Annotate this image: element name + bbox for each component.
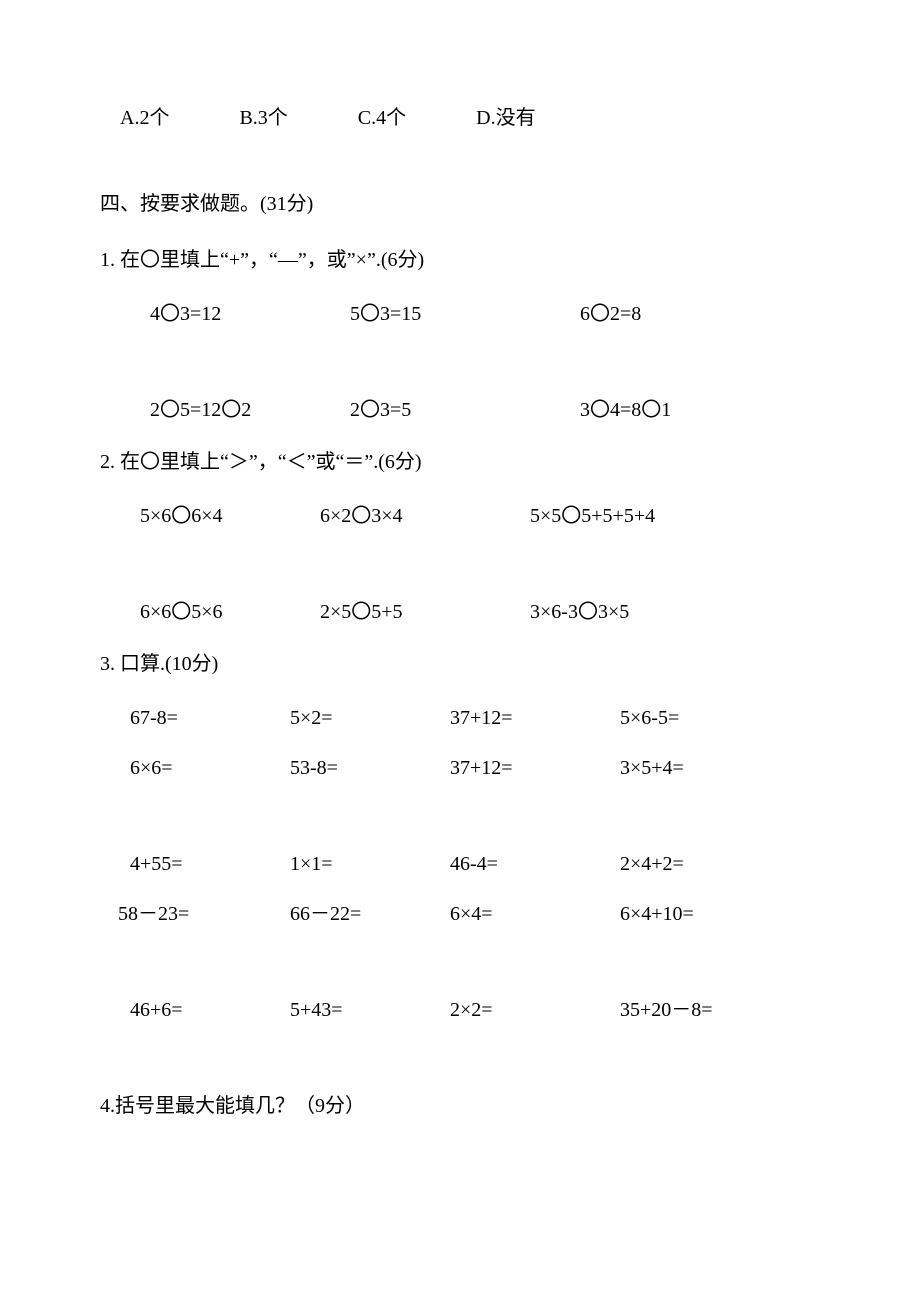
q3-r1-a: 67-8= bbox=[130, 700, 290, 736]
q3-r4-c: 6×4= bbox=[450, 896, 620, 932]
q3-row2: 6×6= 53-8= 37+12= 3×5+4= bbox=[130, 750, 820, 786]
multiple-choice-options: A.2个 B.3个 C.4个 D.没有 bbox=[120, 100, 820, 136]
q3-r1-c: 37+12= bbox=[450, 700, 620, 736]
q4-heading: 4.括号里最大能填几？（9分） bbox=[100, 1088, 820, 1124]
q1-r2-c: 3〇4=8〇1 bbox=[580, 392, 671, 428]
q3-r3-d: 2×4+2= bbox=[620, 846, 684, 882]
q3-r4-b: 66－22= bbox=[290, 896, 450, 932]
q3-r5-c: 2×2= bbox=[450, 992, 620, 1028]
q2-r2-c: 3×6-3〇3×5 bbox=[530, 594, 629, 630]
q1-row2: 2〇5=12〇2 2〇3=5 3〇4=8〇1 bbox=[150, 392, 820, 428]
q1-r1-c: 6〇2=8 bbox=[580, 296, 641, 332]
option-d: D.没有 bbox=[476, 100, 535, 136]
q2-r1-c: 5×5〇5+5+5+4 bbox=[530, 498, 655, 534]
q3-row1: 67-8= 5×2= 37+12= 5×6-5= bbox=[130, 700, 820, 736]
q3-r2-d: 3×5+4= bbox=[620, 750, 684, 786]
q2-r1-a: 5×6〇6×4 bbox=[140, 498, 320, 534]
q2-heading: 2. 在〇里填上“＞”，“＜”或“＝”.(6分) bbox=[100, 444, 820, 480]
q3-row5: 46+6= 5+43= 2×2= 35+20－8= bbox=[130, 992, 820, 1028]
option-c: C.4个 bbox=[358, 100, 406, 136]
q3-r3-c: 46-4= bbox=[450, 846, 620, 882]
q2-row2: 6×6〇5×6 2×5〇5+5 3×6-3〇3×5 bbox=[140, 594, 820, 630]
q1-r2-b: 2〇3=5 bbox=[350, 392, 580, 428]
q1-row1: 4〇3=12 5〇3=15 6〇2=8 bbox=[150, 296, 820, 332]
q3-r1-d: 5×6-5= bbox=[620, 700, 679, 736]
q1-r2-a: 2〇5=12〇2 bbox=[150, 392, 350, 428]
q3-r1-b: 5×2= bbox=[290, 700, 450, 736]
q1-r1-a: 4〇3=12 bbox=[150, 296, 350, 332]
option-a: A.2个 bbox=[120, 100, 169, 136]
q3-row3: 4+55= 1×1= 46-4= 2×4+2= bbox=[130, 846, 820, 882]
q2-r1-b: 6×2〇3×4 bbox=[320, 498, 530, 534]
q3-r5-d: 35+20－8= bbox=[620, 992, 713, 1028]
q1-r1-b: 5〇3=15 bbox=[350, 296, 580, 332]
q2-row1: 5×6〇6×4 6×2〇3×4 5×5〇5+5+5+4 bbox=[140, 498, 820, 534]
q3-r4-d: 6×4+10= bbox=[620, 896, 694, 932]
q3-heading: 3. 口算.(10分) bbox=[100, 646, 820, 682]
q3-r2-c: 37+12= bbox=[450, 750, 620, 786]
q3-r2-b: 53-8= bbox=[290, 750, 450, 786]
q3-r4-a: 58－23= bbox=[118, 896, 290, 932]
option-b: B.3个 bbox=[239, 100, 287, 136]
q3-r5-a: 46+6= bbox=[130, 992, 290, 1028]
q3-r2-a: 6×6= bbox=[130, 750, 290, 786]
q3-r3-b: 1×1= bbox=[290, 846, 450, 882]
q2-r2-a: 6×6〇5×6 bbox=[140, 594, 320, 630]
q1-heading: 1. 在〇里填上“+”，“—”，或”×”.(6分) bbox=[100, 242, 820, 278]
q2-r2-b: 2×5〇5+5 bbox=[320, 594, 530, 630]
q3-row4: 58－23= 66－22= 6×4= 6×4+10= bbox=[118, 896, 820, 932]
q3-r5-b: 5+43= bbox=[290, 992, 450, 1028]
q3-r3-a: 4+55= bbox=[130, 846, 290, 882]
section-4-heading: 四、按要求做题。(31分) bbox=[100, 186, 820, 222]
